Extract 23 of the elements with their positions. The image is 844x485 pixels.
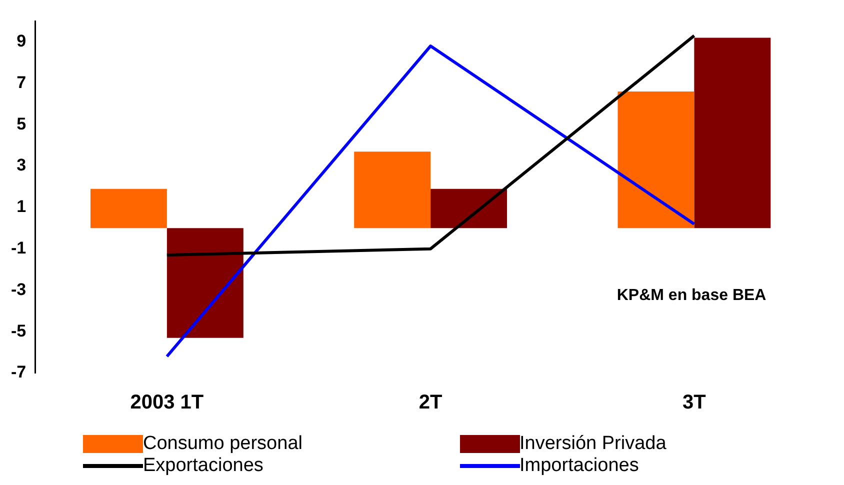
bar [430, 188, 508, 228]
legend-label: Consumo personal [143, 433, 302, 455]
bar [166, 228, 244, 338]
bar [694, 38, 771, 228]
legend-label: Inversión Privada [520, 433, 666, 455]
y-tick-label: 3 [16, 156, 26, 175]
annotation: KP&M en base BEA [616, 287, 767, 304]
legend-label: Importaciones [520, 455, 639, 477]
bar [354, 152, 431, 228]
y-tick-label: 7 [16, 72, 26, 92]
y-tick-label: -3 [10, 280, 26, 299]
y-tick-label: 1 [16, 197, 26, 216]
legend-label: Exportaciones [143, 455, 264, 477]
x-tick-label: 2003 1T [130, 392, 204, 414]
x-tick-label: 2T [418, 392, 442, 414]
y-tick-label: -7 [10, 362, 26, 382]
bar [618, 92, 694, 228]
y-tick-label: -5 [10, 321, 26, 340]
y-tick-label: -1 [10, 238, 26, 258]
y-tick-label: 5 [16, 114, 26, 134]
x-tick-label: 3T [682, 392, 706, 414]
bar [90, 188, 167, 228]
y-tick-label: 9 [16, 32, 26, 51]
